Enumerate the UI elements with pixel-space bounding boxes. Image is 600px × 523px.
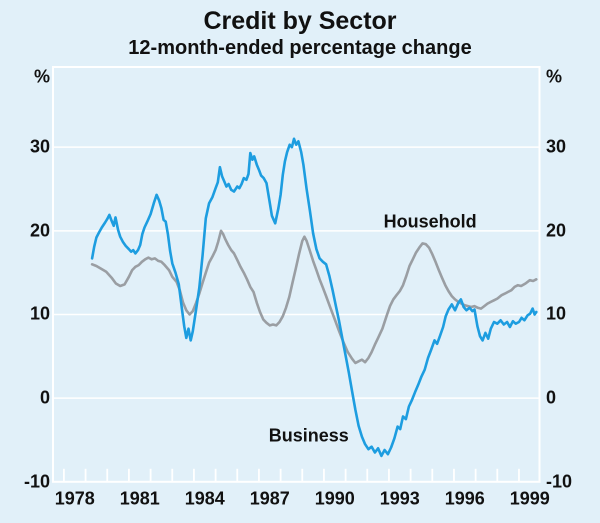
x-axis-label-1990: 1990	[314, 488, 355, 509]
y-axis-label-left-30: 30	[29, 136, 50, 157]
y-axis-label-right-30: 30	[546, 136, 567, 157]
y-axis-label-right-20: 20	[546, 220, 567, 241]
x-axis-label-1981: 1981	[119, 488, 160, 509]
y-axis-unit-right: %	[546, 66, 563, 87]
y-axis-label-left-0: 0	[39, 387, 50, 408]
chart-title: Credit by Sector	[203, 7, 397, 35]
x-axis-label-1993: 1993	[379, 488, 420, 509]
series-label-household: Household	[383, 211, 477, 232]
y-axis-label-right--10: -10	[546, 471, 573, 492]
y-axis-label-left-20: 20	[29, 220, 50, 241]
x-axis-label-1996: 1996	[444, 488, 485, 509]
y-axis-label-right-10: 10	[546, 303, 567, 324]
x-axis-label-1978: 1978	[54, 488, 95, 509]
y-axis-label-right-0: 0	[546, 387, 557, 408]
series-label-business: Business	[268, 425, 349, 446]
x-axis-label-1999: 1999	[509, 488, 550, 509]
series-line-household	[90, 229, 538, 365]
x-axis-label-1987: 1987	[249, 488, 290, 509]
chart-subtitle: 12-month-ended percentage change	[128, 37, 472, 59]
y-axis-label-left-10: 10	[29, 303, 50, 324]
y-axis-unit-left: %	[33, 66, 50, 87]
series-line-business	[90, 137, 538, 458]
plot-frame	[52, 66, 541, 483]
y-axis-label-left--10: -10	[23, 471, 50, 492]
x-axis-label-1984: 1984	[184, 488, 225, 509]
